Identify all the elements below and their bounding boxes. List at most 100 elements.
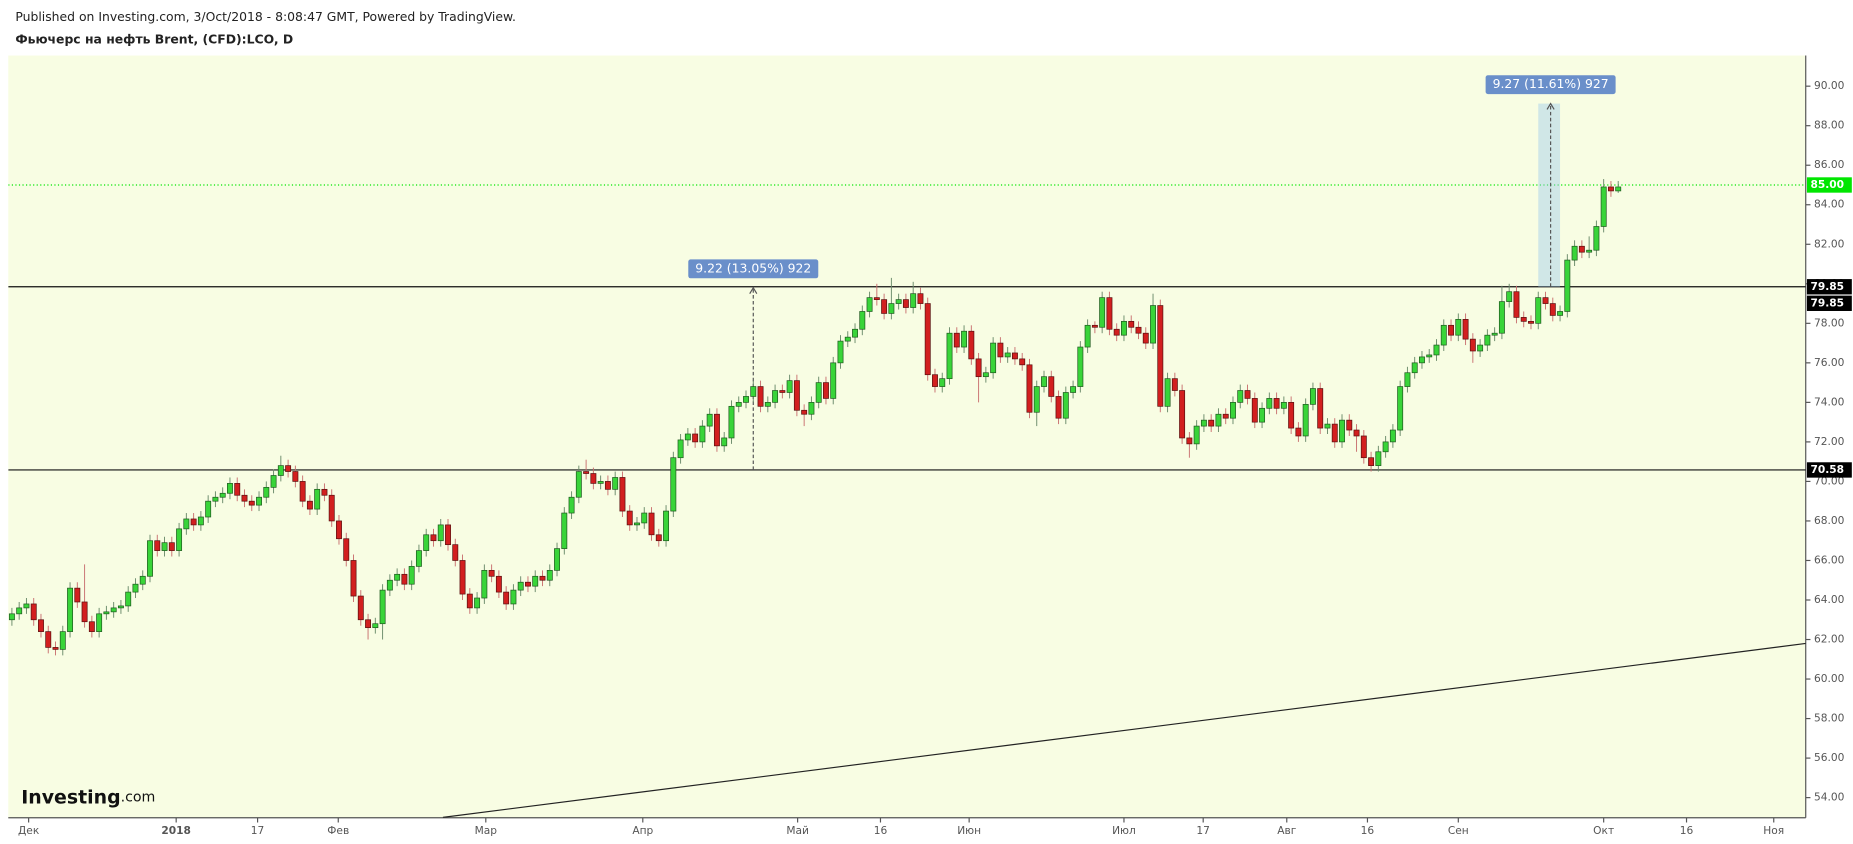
candle-body: [16, 607, 23, 615]
candle-body: [866, 297, 873, 312]
candle-body: [1302, 403, 1309, 437]
candle-body: [292, 471, 299, 482]
level-label: 70.58: [1810, 463, 1844, 476]
candle-body: [699, 425, 706, 443]
x-tick-label: Июн: [957, 824, 981, 837]
y-tick-label: 82.00: [1814, 237, 1845, 250]
candle-body: [38, 619, 44, 632]
candle-body: [1513, 291, 1520, 318]
candle-body: [1375, 451, 1382, 466]
candle-body: [401, 573, 408, 585]
candle-body: [946, 332, 953, 380]
candle-body: [634, 522, 640, 526]
x-tick-label: Фев: [327, 824, 349, 837]
level-label-box: [1806, 279, 1852, 295]
candle-body: [1557, 311, 1564, 316]
candle-body: [670, 457, 677, 512]
candle-body: [881, 299, 888, 314]
candle-body: [1578, 245, 1585, 253]
candle-body: [321, 488, 328, 496]
candle-body: [1339, 419, 1345, 443]
candle-body: [437, 524, 444, 542]
candle-body: [154, 540, 161, 551]
candle-body: [1099, 297, 1106, 328]
y-tick-label: 74.00: [1814, 395, 1845, 408]
logo-name: Investing: [21, 786, 120, 808]
candle-body: [1477, 344, 1484, 352]
candle-body: [619, 477, 626, 512]
y-tick-label: 64.00: [1814, 593, 1845, 606]
measure-label-box: [688, 259, 819, 279]
candle-body: [539, 575, 546, 581]
published-note: Published on Investing.com, 3/Oct/2018 -…: [15, 9, 516, 24]
candle-body: [1535, 297, 1542, 324]
candle-body: [924, 303, 931, 376]
last-price-label: 85.00: [1810, 178, 1844, 191]
candle-body: [1615, 186, 1622, 192]
candle-body: [277, 465, 284, 476]
y-tick-label: 78.00: [1814, 316, 1845, 329]
x-tick-label: Авг: [1277, 824, 1297, 837]
x-tick-label: 17: [1196, 824, 1210, 837]
candle-body: [1004, 352, 1011, 358]
candle-body: [888, 303, 895, 314]
candle-body: [1419, 356, 1425, 364]
candle-body: [1324, 423, 1331, 429]
y-tick-label: 68.00: [1814, 514, 1845, 527]
candle-body: [23, 603, 30, 609]
candle-body: [183, 518, 190, 530]
candle-body: [1455, 319, 1462, 336]
candle-body: [1200, 419, 1207, 427]
candle-body: [750, 386, 757, 397]
candle-body: [728, 405, 735, 439]
candle-body: [1542, 297, 1549, 304]
candle-body: [1084, 324, 1091, 348]
candle-body: [575, 471, 582, 498]
candle-body: [1266, 398, 1273, 409]
candle-body: [612, 477, 619, 490]
candle-body: [939, 378, 946, 387]
candle-body: [1048, 376, 1055, 397]
candle-body: [713, 413, 720, 447]
candle-body: [190, 518, 197, 526]
candle-body: [488, 569, 495, 577]
candle-body: [1353, 429, 1360, 437]
candle-body: [1033, 386, 1040, 413]
candle-body: [430, 534, 437, 542]
candle-body: [1041, 376, 1047, 387]
symbol-title: Фьючерс на нефть Brent, (CFD):LCO, D: [15, 32, 293, 47]
candle-body: [1259, 407, 1266, 423]
candle-body: [1150, 305, 1156, 344]
candle-body: [52, 647, 59, 650]
candle-body: [125, 591, 132, 607]
candle-body: [1426, 354, 1433, 358]
candle-body: [663, 510, 670, 542]
candle-body: [452, 544, 459, 561]
candle-body: [241, 494, 248, 502]
candle-body: [1491, 332, 1498, 336]
candle-body: [1222, 413, 1229, 419]
candle-body: [299, 481, 306, 502]
candle-body: [910, 293, 917, 308]
logo-suffix: .com: [121, 790, 156, 806]
candle-body: [205, 500, 212, 518]
candle-body: [1331, 423, 1338, 443]
candle-body: [343, 538, 350, 561]
candle-body: [1404, 372, 1411, 387]
x-tick-label: Дек: [18, 824, 40, 837]
candle-body: [706, 413, 713, 427]
candle-body: [415, 550, 422, 567]
candle-body: [1520, 317, 1527, 322]
candle-body: [1164, 378, 1171, 407]
candle-body: [176, 528, 183, 551]
y-tick-label: 62.00: [1814, 633, 1845, 646]
candle-body: [394, 573, 401, 581]
level-label: 79.85: [1810, 296, 1844, 309]
candle-body: [30, 603, 37, 621]
candle-body: [655, 534, 662, 542]
candle-body: [1055, 396, 1062, 419]
candle-body: [786, 380, 793, 393]
candle-body: [1280, 402, 1287, 409]
candle-body: [234, 483, 241, 496]
candle-body: [1244, 390, 1251, 399]
